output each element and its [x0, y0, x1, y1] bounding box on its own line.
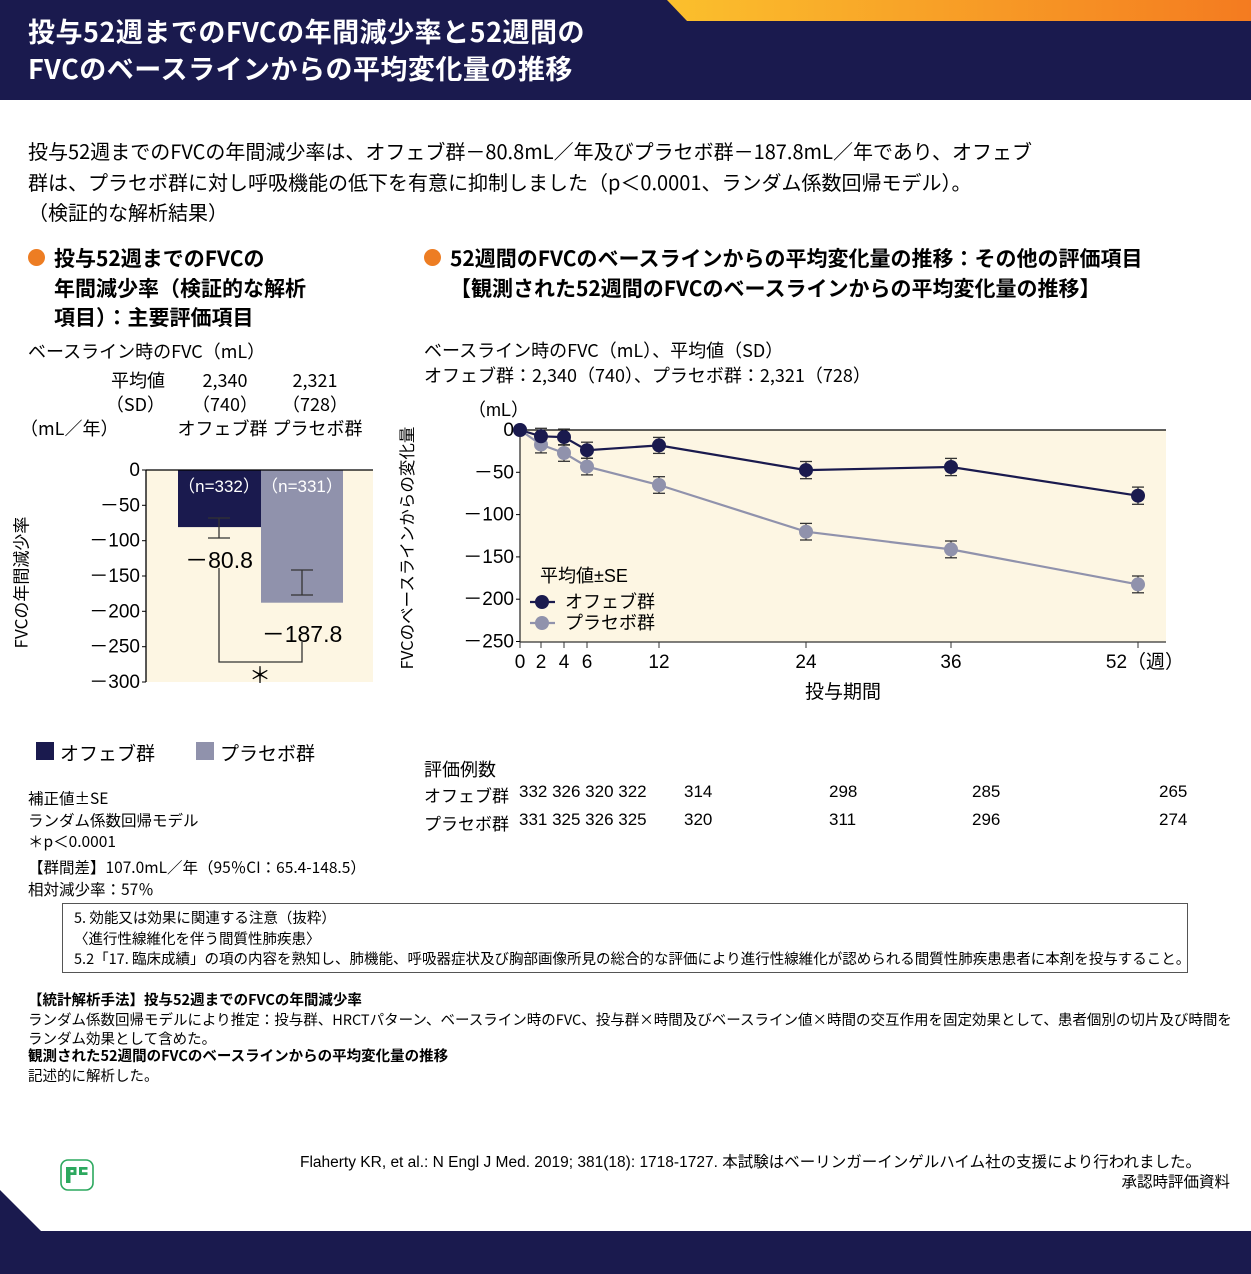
svg-text:－150: －150 — [89, 566, 140, 587]
svg-text:24: 24 — [795, 652, 817, 673]
svg-text:－100: －100 — [463, 505, 514, 526]
svg-text:－50: －50 — [100, 495, 140, 516]
svg-text:（n=332）: （n=332） — [178, 477, 260, 496]
svg-text:6: 6 — [582, 652, 593, 673]
svg-text:4: 4 — [559, 652, 570, 673]
svg-text:（mL）: （mL） — [468, 400, 529, 420]
svg-text:36: 36 — [940, 652, 961, 673]
svg-text:－250: －250 — [89, 637, 140, 658]
svg-text:2: 2 — [536, 652, 547, 673]
svg-text:－200: －200 — [463, 589, 514, 610]
svg-text:0: 0 — [515, 652, 526, 673]
svg-text:0: 0 — [129, 460, 140, 481]
svg-text:－300: －300 — [89, 672, 140, 693]
svg-text:オフェブ群: オフェブ群 — [565, 591, 655, 612]
svg-text:－150: －150 — [463, 547, 514, 568]
svg-text:－100: －100 — [89, 531, 140, 552]
svg-text:（n=331）: （n=331） — [261, 477, 343, 496]
svg-text:0: 0 — [503, 420, 514, 441]
svg-text:平均値±SE: 平均値±SE — [540, 566, 628, 586]
svg-text:プラセボ群: プラセボ群 — [565, 613, 655, 633]
svg-text:－250: －250 — [463, 632, 514, 653]
svg-text:－200: －200 — [89, 601, 140, 622]
svg-text:12: 12 — [648, 652, 669, 673]
svg-text:52（週）: 52（週） — [1106, 651, 1184, 673]
svg-text:－50: －50 — [474, 462, 514, 483]
svg-text:投与期間: 投与期間 — [805, 681, 881, 703]
svg-text:＊: ＊ — [249, 663, 271, 688]
